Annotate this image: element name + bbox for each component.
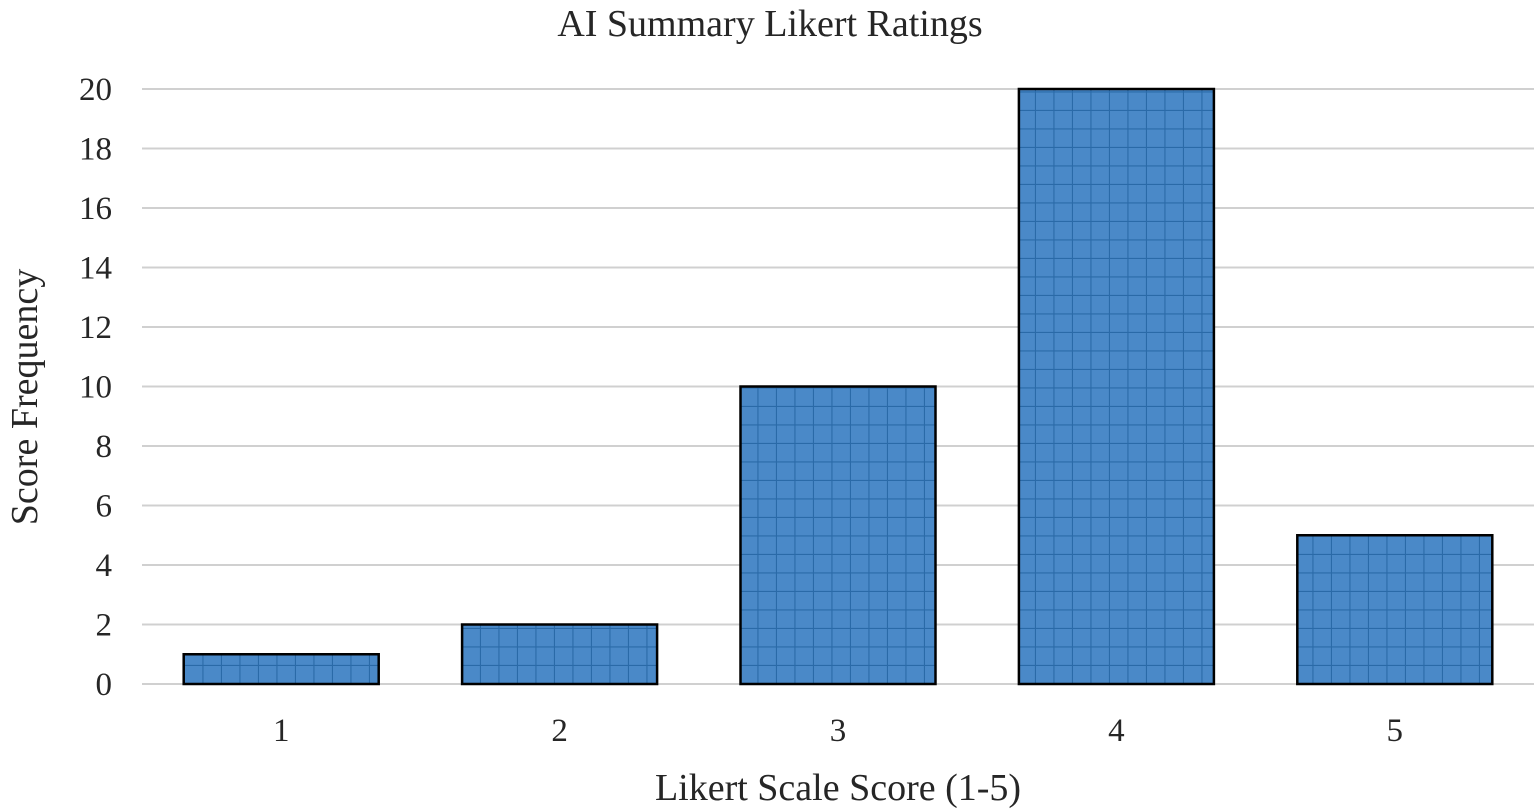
x-tick-label: 2 bbox=[551, 713, 568, 749]
x-tick-label: 1 bbox=[273, 713, 290, 749]
chart-title: AI Summary Likert Ratings bbox=[557, 3, 982, 45]
y-tick-label: 10 bbox=[79, 370, 112, 406]
y-tick-label: 0 bbox=[96, 667, 113, 703]
x-axis-title: Likert Scale Score (1-5) bbox=[655, 767, 1021, 809]
bar-4 bbox=[1017, 87, 1216, 686]
y-tick-label: 12 bbox=[79, 310, 112, 346]
bar-3 bbox=[739, 385, 937, 686]
y-axis-title: Score Frequency bbox=[4, 269, 46, 525]
x-tick-label: 3 bbox=[830, 713, 847, 749]
y-tick-label: 14 bbox=[79, 251, 112, 287]
bars bbox=[182, 87, 1494, 686]
x-tick-label: 4 bbox=[1108, 713, 1125, 749]
bar-2 bbox=[460, 623, 659, 686]
y-tick-label: 6 bbox=[96, 489, 113, 525]
y-tick-label: 8 bbox=[96, 429, 113, 465]
y-tick-label: 4 bbox=[96, 548, 113, 584]
y-tick-label: 2 bbox=[96, 608, 113, 644]
y-axis-ticks: 0 2 4 6 8 10 12 14 16 18 20 bbox=[79, 72, 112, 703]
y-tick-label: 16 bbox=[79, 191, 112, 227]
bar-5 bbox=[1296, 534, 1494, 686]
x-axis-ticks: 1 2 3 4 5 bbox=[273, 713, 1403, 749]
y-tick-label: 20 bbox=[79, 72, 112, 108]
x-tick-label: 5 bbox=[1387, 713, 1404, 749]
y-tick-label: 18 bbox=[79, 132, 112, 168]
bar-1 bbox=[182, 653, 380, 686]
